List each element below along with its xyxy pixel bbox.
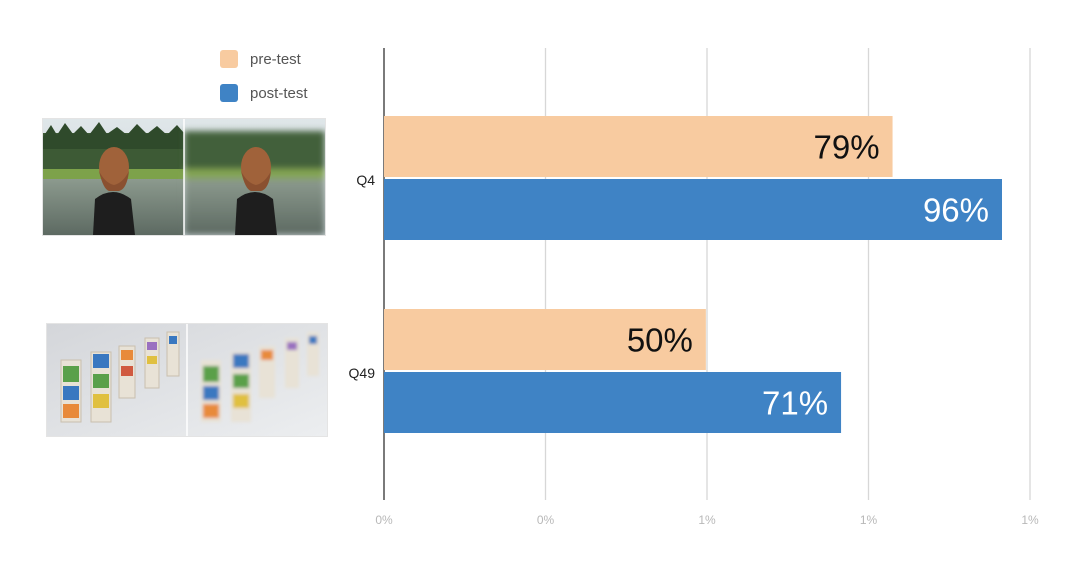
thumb-right-blurred	[184, 119, 325, 235]
bar-pre-test-q49	[384, 309, 706, 370]
thumb-right-blocks-blurred	[201, 332, 319, 422]
legend-swatch-post-test	[220, 84, 238, 102]
legend-swatch-pre-test	[220, 50, 238, 68]
x-tick-label: 1%	[860, 513, 878, 527]
data-label: 79%	[814, 129, 880, 166]
category-label-q49: Q49	[349, 365, 376, 381]
x-tick-label: 0%	[375, 513, 393, 527]
q49-thumbnail-image	[46, 323, 328, 437]
x-tick-label: 1%	[698, 513, 716, 527]
category-label-q4: Q4	[356, 172, 375, 188]
legend-item-pre-test: pre-test	[220, 48, 308, 70]
x-tick-label: 0%	[537, 513, 555, 527]
thumb-left-blocks	[60, 331, 180, 423]
bar-post-test-q49	[384, 372, 842, 433]
legend-label-pre-test: pre-test	[250, 50, 301, 68]
legend-item-post-test: post-test	[220, 82, 308, 104]
data-label: 71%	[762, 385, 828, 422]
data-label: 96%	[923, 192, 989, 229]
q4-thumbnail-image	[42, 118, 326, 236]
bar-post-test-q4	[384, 179, 1002, 240]
chart-legend: pre-test post-test	[220, 48, 308, 116]
bar-pre-test-q4	[384, 116, 893, 177]
data-label: 50%	[627, 322, 693, 359]
thumb-left-sharp	[43, 119, 184, 235]
x-tick-label: 1%	[1021, 513, 1039, 527]
legend-label-post-test: post-test	[250, 84, 308, 102]
